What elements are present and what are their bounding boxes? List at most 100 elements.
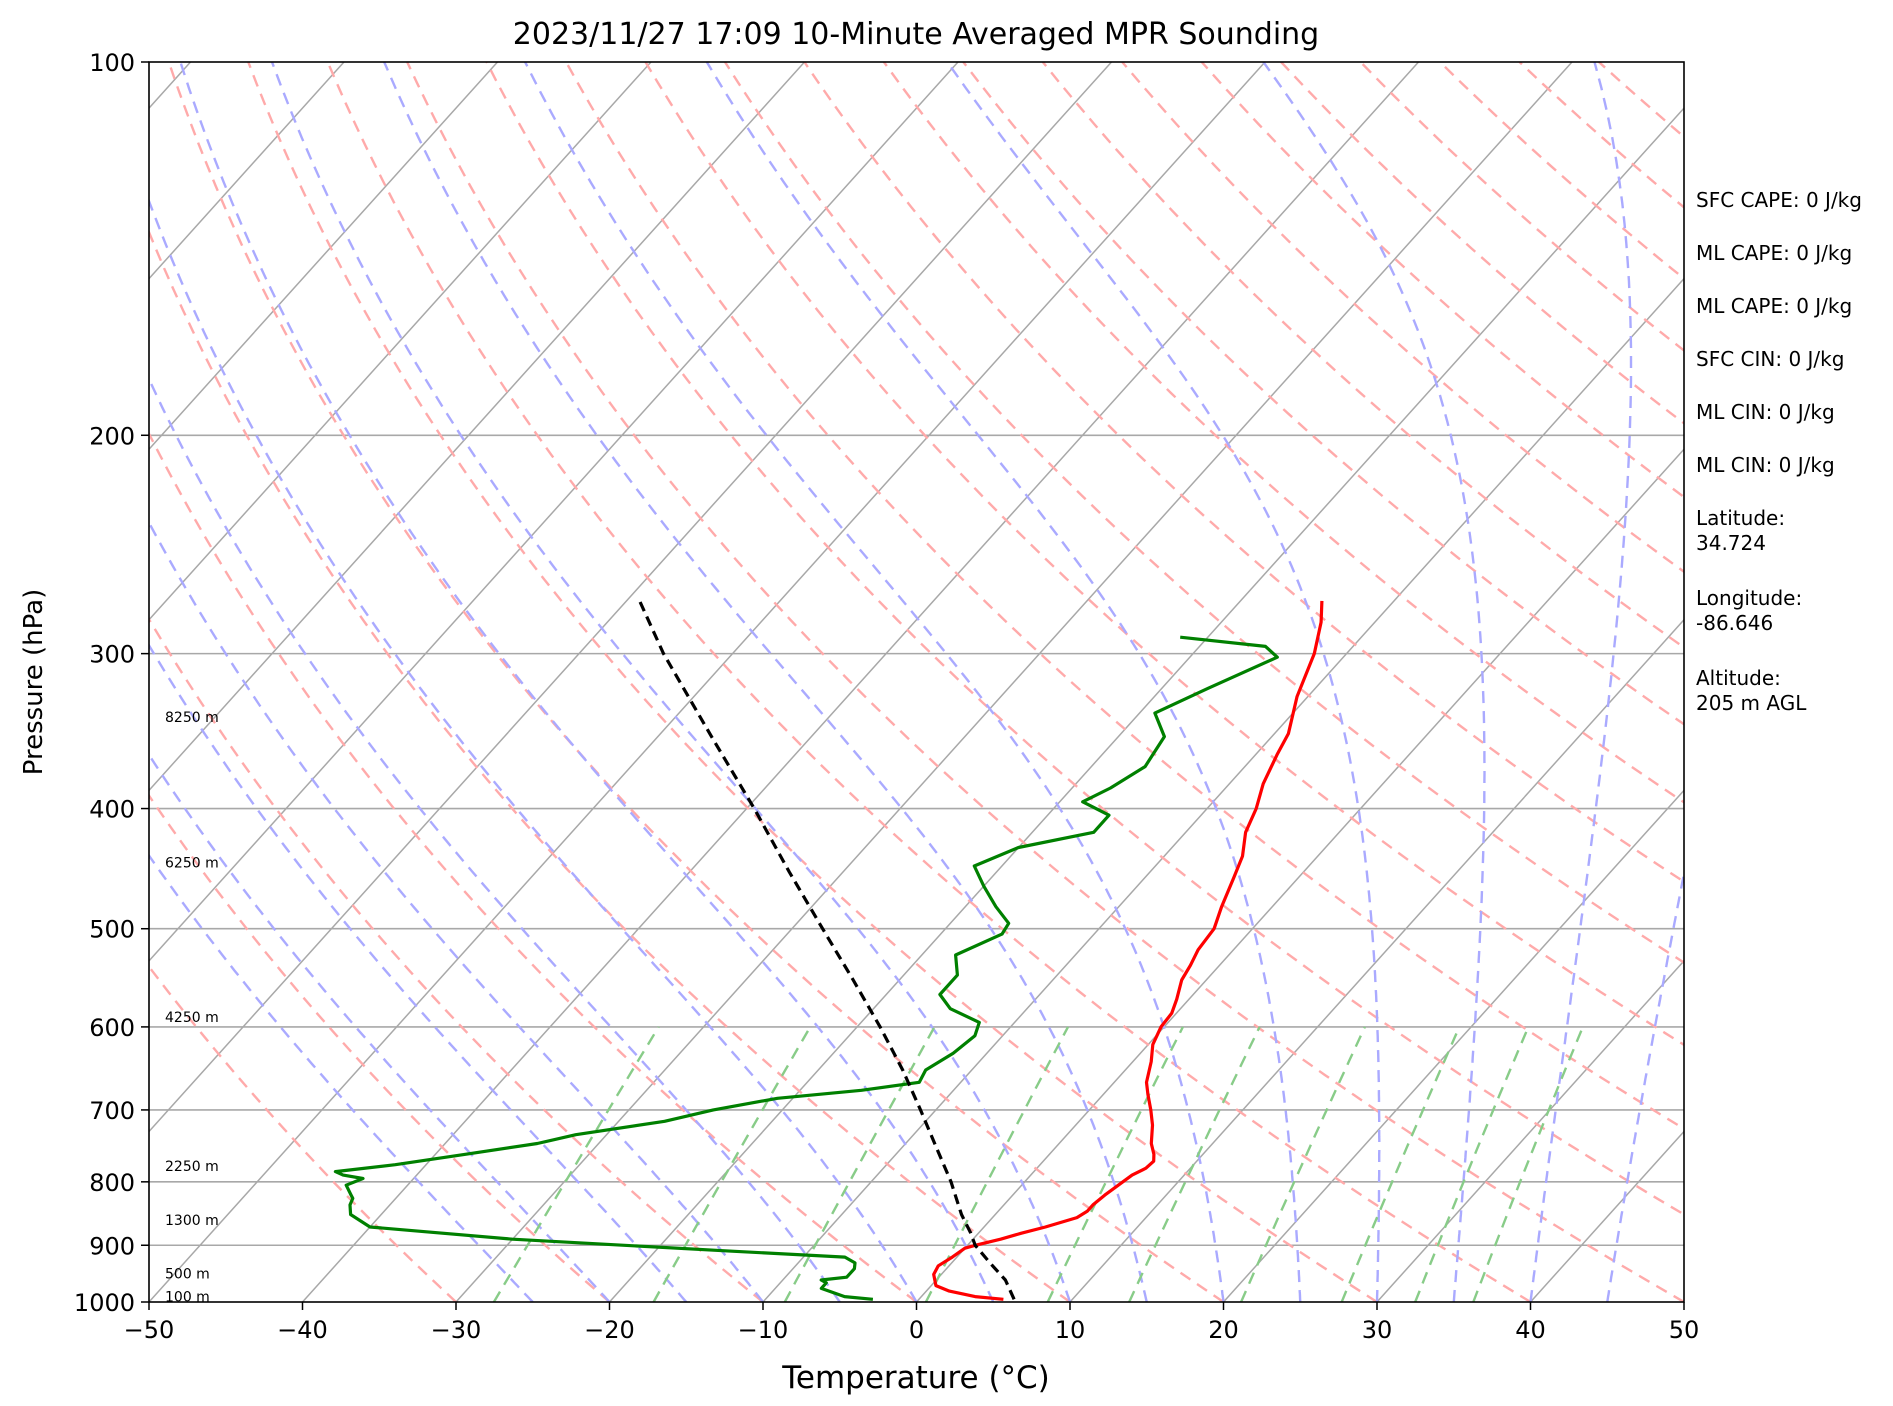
profiles <box>333 596 1324 1301</box>
y-tick-label: 200 <box>89 422 135 450</box>
dry-adiabat <box>149 431 918 1302</box>
sounding-stat: ML CIN: 0 J/kg <box>1696 453 1835 477</box>
isotherm-line <box>1069 618 1684 1302</box>
height-label: 6250 m <box>165 856 219 872</box>
height-label: 4250 m <box>165 1010 219 1026</box>
height-label: 500 m <box>165 1266 210 1282</box>
moist-adiabat <box>705 62 1302 1302</box>
dry-adiabat <box>149 964 457 1302</box>
y-tick-label: 600 <box>89 1014 135 1042</box>
y-axis-label: Pressure (hPa) <box>19 589 49 776</box>
dry-adiabat <box>247 62 1378 1302</box>
height-label: 2250 m <box>165 1159 219 1175</box>
isotherm-line <box>149 62 959 963</box>
dry-adiabat <box>1439 62 1684 281</box>
x-axis: −50 −40 −30 −20 −10 0 10 20 30 40 50 <box>124 1302 1700 1344</box>
x-tick-label: −10 <box>738 1316 789 1344</box>
moist-adiabat <box>270 62 1072 1302</box>
isotherm-line <box>915 448 1684 1302</box>
x-tick-label: 40 <box>1515 1316 1546 1344</box>
plot-frame <box>148 61 1685 1303</box>
x-tick-label: −40 <box>277 1316 328 1344</box>
sounding-stat: SFC CAPE: 0 J/kg <box>1696 188 1862 212</box>
height-label: 100 m <box>165 1290 210 1306</box>
y-tick-label: 500 <box>89 916 135 944</box>
y-tick-label: 100 <box>89 49 135 77</box>
x-tick-label: 0 <box>909 1316 924 1344</box>
dry-adiabat <box>485 62 1684 1216</box>
isotherm-line <box>149 62 652 621</box>
isotherm-line <box>149 62 499 451</box>
y-tick-label: 700 <box>89 1097 135 1125</box>
isotherm-line <box>762 277 1684 1302</box>
sounding-stat: ML CIN: 0 J/kg <box>1696 400 1835 424</box>
sounding-stats-panel: SFC CAPE: 0 J/kg ML CAPE: 0 J/kg ML CAPE: … <box>1696 188 1886 746</box>
dry-adiabat <box>167 62 1225 1302</box>
x-tick-label: 20 <box>1208 1316 1239 1344</box>
moist-adiabat <box>149 197 918 1302</box>
sounding-stat: SFC CIN: 0 J/kg <box>1696 347 1845 371</box>
isotherm-line <box>1222 789 1684 1302</box>
mixing-ratio-line <box>924 1026 1070 1302</box>
x-axis-label: Temperature (°C) <box>781 1360 1050 1396</box>
dry-adiabat <box>149 229 1071 1302</box>
y-tick-label: 800 <box>89 1169 135 1197</box>
temperature-profile-line <box>932 600 1324 1301</box>
mixing-ratio-line <box>652 1026 812 1302</box>
x-tick-label: −50 <box>124 1316 175 1344</box>
dry-adiabat <box>1041 62 1684 649</box>
sounding-stat: ML CAPE: 0 J/kg <box>1696 294 1853 318</box>
sounding-stat: Altitude: 205 m AGL <box>1696 666 1807 715</box>
moist-adiabat <box>1262 62 1486 1302</box>
dry-adiabat <box>149 616 764 1302</box>
x-tick-label: −20 <box>584 1316 635 1344</box>
dry-adiabat <box>149 793 611 1302</box>
dry-adiabat <box>565 62 1684 1131</box>
sounding-stat: ML CAPE: 0 J/kg <box>1696 241 1853 265</box>
sounding-stat: Latitude: 34.724 <box>1696 506 1786 555</box>
moist-adiabat <box>383 62 1148 1302</box>
dewpoint-profile-line <box>333 635 1279 1301</box>
y-tick-label: 900 <box>89 1232 135 1260</box>
x-tick-label: 50 <box>1669 1316 1700 1344</box>
parcel-profile-line <box>636 596 1016 1300</box>
y-tick-label: 400 <box>89 796 135 824</box>
x-tick-label: −30 <box>431 1316 482 1344</box>
mixing-ratio-line <box>783 1026 936 1302</box>
moist-adiabat <box>149 376 841 1302</box>
dry-adiabat <box>803 62 1684 884</box>
x-tick-label: 30 <box>1362 1316 1393 1344</box>
isotherm-line <box>149 62 806 792</box>
isotherm-line <box>1376 959 1684 1302</box>
height-labels: 100 m 500 m 1300 m 2250 m 4250 m 6250 m 8250 m <box>165 710 219 1306</box>
moist-adiabat <box>1529 62 1633 1302</box>
mixing-ratio-line <box>1340 1026 1461 1302</box>
dry-adiabat <box>644 62 1684 1047</box>
y-axis: 100 200 300 400 500 600 700 800 900 1000 <box>74 49 149 1317</box>
dry-adiabat <box>723 62 1684 964</box>
mixing-ratio-line <box>1128 1026 1261 1302</box>
chart-title: 2023/11/27 17:09 10-Minute Averaged MPR … <box>513 17 1319 52</box>
moist-adiabat <box>946 62 1381 1302</box>
mixing-ratio-line <box>1472 1026 1585 1302</box>
moist-adiabat <box>149 853 534 1302</box>
isotherm-line <box>455 62 1573 1302</box>
moist-adiabat <box>524 62 1225 1302</box>
mixing-ratio-line <box>1046 1026 1184 1302</box>
moist-adiabat <box>1606 867 1684 1302</box>
dry-adiabat <box>1121 62 1684 574</box>
isotherm-line <box>149 62 345 280</box>
x-tick-label: 10 <box>1055 1316 1086 1344</box>
background-lines <box>149 62 1684 1302</box>
height-label: 1300 m <box>165 1213 219 1229</box>
y-tick-label: 1000 <box>74 1289 135 1317</box>
moist-adiabat <box>149 520 764 1302</box>
dry-adiabat <box>326 62 1532 1302</box>
dry-adiabat <box>406 62 1684 1302</box>
moist-adiabat <box>179 62 995 1302</box>
y-tick-label: 300 <box>89 641 135 669</box>
isotherm-line <box>301 62 1420 1302</box>
isotherm-line <box>149 62 1266 1302</box>
mixing-ratio-line <box>492 1026 660 1302</box>
